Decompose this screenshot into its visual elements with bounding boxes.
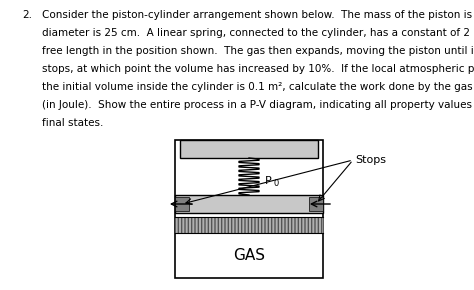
Bar: [175, 197, 189, 211]
Text: stops, at which point the volume has increased by 10%.  If the local atmospheric: stops, at which point the volume has inc…: [42, 64, 474, 74]
Bar: [175, 195, 323, 213]
Text: 2.: 2.: [22, 10, 32, 20]
Text: final states.: final states.: [42, 118, 103, 128]
Bar: [180, 140, 318, 158]
Text: (in Joule).  Show the entire process in a P-V diagram, indicating all property v: (in Joule). Show the entire process in a…: [42, 100, 474, 110]
Bar: [309, 197, 323, 211]
Text: P: P: [265, 176, 272, 186]
Text: diameter is 25 cm.  A linear spring, connected to the cylinder, has a constant o: diameter is 25 cm. A linear spring, conn…: [42, 28, 474, 38]
Text: Stops: Stops: [355, 155, 386, 165]
Bar: [175, 140, 323, 278]
Text: free length in the position shown.  The gas then expands, moving the piston unti: free length in the position shown. The g…: [42, 46, 474, 56]
Text: 0: 0: [274, 180, 279, 188]
Bar: [175, 217, 323, 233]
Text: Consider the piston-cylinder arrangement shown below.  The mass of the piston is: Consider the piston-cylinder arrangement…: [42, 10, 474, 20]
Text: GAS: GAS: [233, 248, 265, 263]
Text: the initial volume inside the cylinder is 0.1 m², calculate the work done by the: the initial volume inside the cylinder i…: [42, 82, 474, 92]
